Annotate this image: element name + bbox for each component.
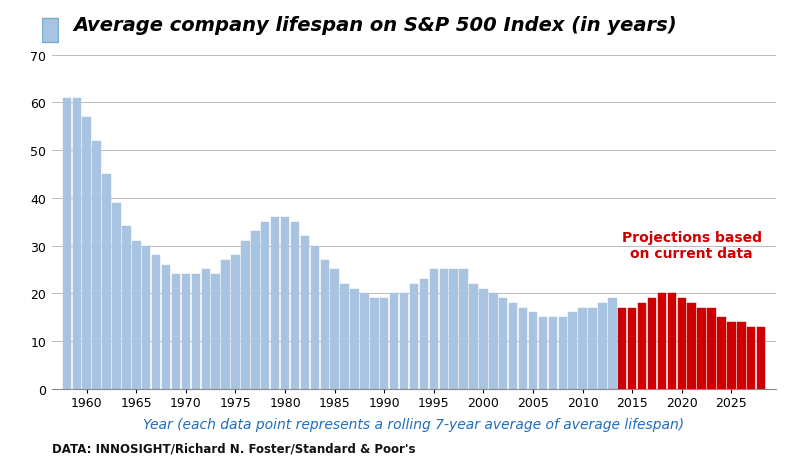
Bar [747, 327, 755, 389]
Bar [519, 308, 527, 389]
Bar [281, 218, 290, 389]
Bar [73, 99, 81, 389]
Bar [578, 308, 587, 389]
Bar [538, 318, 547, 389]
Bar [360, 294, 369, 389]
Bar [618, 308, 626, 389]
Bar [410, 284, 418, 389]
Bar [638, 303, 646, 389]
Bar [479, 289, 488, 389]
Bar [658, 294, 666, 389]
Bar [608, 299, 617, 389]
Text: DATA: INNOSIGHT/Richard N. Foster/Standard & Poor's: DATA: INNOSIGHT/Richard N. Foster/Standa… [52, 442, 415, 455]
Text: Average company lifespan on S&P 500 Index (in years): Average company lifespan on S&P 500 Inde… [74, 16, 678, 35]
Bar [310, 246, 319, 389]
Bar [499, 299, 507, 389]
Bar [470, 284, 478, 389]
X-axis label: Year (each data point represents a rolling 7-year average of average lifespan): Year (each data point represents a rolli… [143, 417, 685, 431]
Bar [400, 294, 408, 389]
Bar [191, 275, 200, 389]
Bar [142, 246, 150, 389]
Bar [162, 265, 170, 389]
Bar [529, 313, 538, 389]
Bar [737, 322, 746, 389]
Bar [757, 327, 766, 389]
Bar [261, 222, 270, 389]
Bar [450, 270, 458, 389]
Bar [678, 299, 686, 389]
Bar [172, 275, 180, 389]
Bar [112, 203, 121, 389]
Bar [132, 241, 141, 389]
Bar [727, 322, 735, 389]
Bar [182, 275, 190, 389]
Bar [668, 294, 676, 389]
Bar [569, 313, 577, 389]
Bar [698, 308, 706, 389]
Bar [340, 284, 349, 389]
Bar [687, 303, 696, 389]
Bar [628, 308, 637, 389]
Bar [93, 141, 101, 389]
Bar [122, 227, 130, 389]
Bar [321, 260, 329, 389]
Text: Projections based
on current data: Projections based on current data [622, 230, 762, 260]
Bar [648, 299, 656, 389]
Bar [211, 275, 220, 389]
Bar [241, 241, 250, 389]
Bar [588, 308, 597, 389]
Bar [558, 318, 567, 389]
Bar [330, 270, 339, 389]
Bar [290, 222, 299, 389]
FancyBboxPatch shape [42, 19, 58, 44]
Bar [82, 118, 91, 389]
Bar [102, 175, 110, 389]
Bar [301, 237, 309, 389]
Bar [251, 232, 259, 389]
Bar [420, 279, 428, 389]
Bar [271, 218, 279, 389]
Bar [222, 260, 230, 389]
Bar [509, 303, 518, 389]
Bar [390, 294, 398, 389]
Bar [380, 299, 389, 389]
Bar [152, 256, 160, 389]
Bar [231, 256, 240, 389]
Bar [489, 294, 498, 389]
Bar [707, 308, 716, 389]
Bar [549, 318, 557, 389]
Bar [459, 270, 468, 389]
Bar [598, 303, 606, 389]
Bar [370, 299, 378, 389]
Bar [350, 289, 358, 389]
Bar [430, 270, 438, 389]
Bar [718, 318, 726, 389]
Bar [202, 270, 210, 389]
Bar [439, 270, 448, 389]
Bar [62, 99, 71, 389]
